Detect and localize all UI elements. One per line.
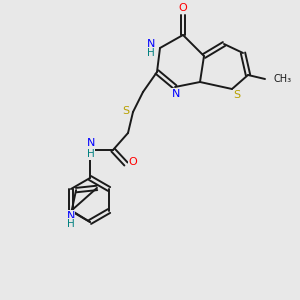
Text: S: S (233, 90, 241, 100)
Text: H: H (67, 219, 75, 229)
Text: H: H (87, 149, 95, 159)
Text: CH₃: CH₃ (274, 74, 292, 84)
Text: O: O (129, 157, 137, 167)
Text: H: H (147, 48, 155, 58)
Text: N: N (67, 211, 75, 221)
Text: O: O (178, 3, 188, 13)
Text: N: N (147, 39, 155, 49)
Text: N: N (87, 138, 95, 148)
Text: N: N (172, 89, 180, 99)
Text: S: S (122, 106, 130, 116)
